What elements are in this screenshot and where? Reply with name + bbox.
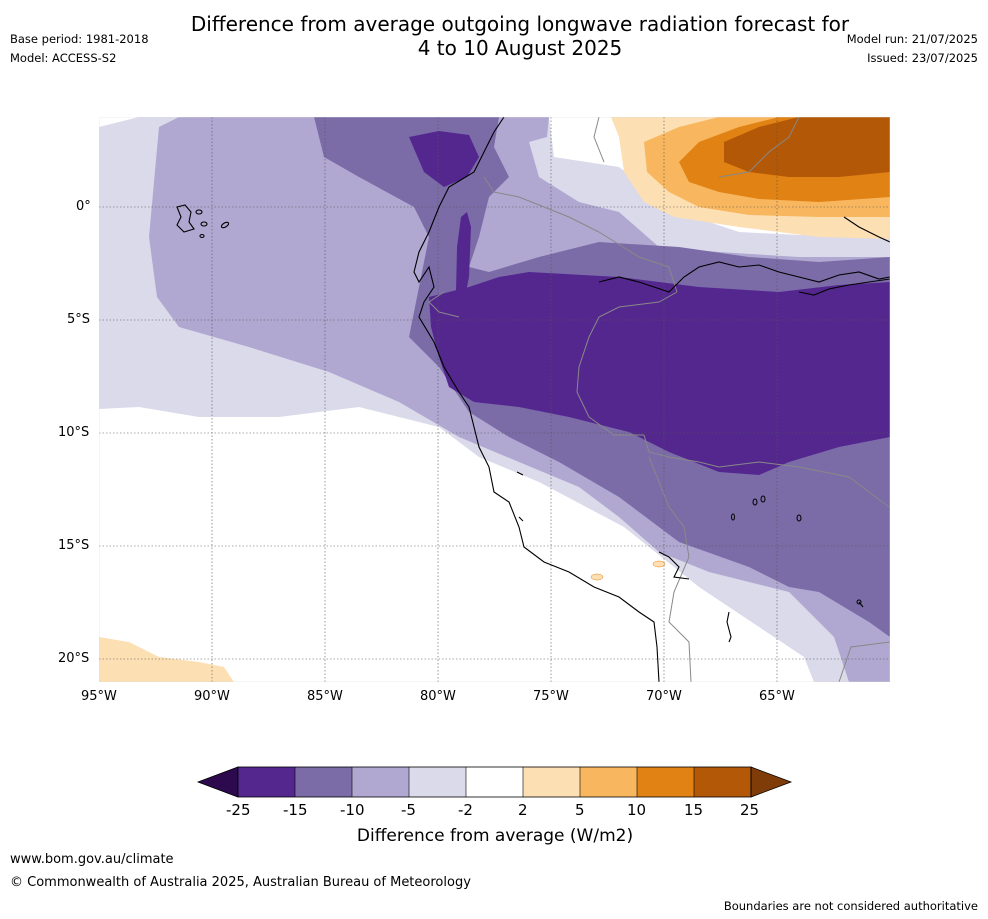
cb-tick-minus2: -2 bbox=[458, 801, 473, 819]
lat-tick-20s: 20°S bbox=[58, 651, 90, 666]
meta-left: Base period: 1981-2018 Model: ACCESS-S2 bbox=[10, 30, 149, 68]
colorbar-swatch-1 bbox=[238, 767, 295, 797]
colorbar-dividers bbox=[294, 767, 695, 797]
band-2-5-sw bbox=[99, 637, 234, 682]
map-title: Difference from average outgoing longwav… bbox=[150, 12, 890, 60]
blotch-orange-1 bbox=[590, 573, 604, 581]
band-minus25-minus15-finger bbox=[456, 212, 471, 302]
cb-tick-2: 2 bbox=[518, 801, 528, 819]
gridlines bbox=[99, 117, 890, 682]
colorbar bbox=[196, 766, 793, 798]
cb-tick-minus15: -15 bbox=[283, 801, 308, 819]
footer-copyright: © Commonwealth of Australia 2025, Austra… bbox=[10, 875, 471, 890]
colorbar-swatch-9 bbox=[694, 767, 751, 797]
colorbar-swatch-7 bbox=[580, 767, 637, 797]
colorbar-swatch-above bbox=[750, 766, 793, 798]
lakes bbox=[731, 495, 862, 605]
cb-tick-25: 25 bbox=[740, 801, 760, 819]
title-line-1: Difference from average outgoing longwav… bbox=[190, 12, 850, 36]
colorbar-swatch-3 bbox=[352, 767, 409, 797]
footer-disclaimer: Boundaries are not considered authoritat… bbox=[723, 899, 978, 913]
country-borders bbox=[428, 117, 890, 682]
olr-anomaly-map bbox=[99, 117, 890, 682]
cb-tick-minus10: -10 bbox=[340, 801, 365, 819]
issued-date: Issued: 23/07/2025 bbox=[867, 51, 978, 65]
colorbar-outline bbox=[237, 766, 752, 798]
lon-tick-95w: 95°W bbox=[81, 689, 117, 704]
base-period: Base period: 1981-2018 bbox=[10, 32, 149, 46]
lon-tick-80w: 80°W bbox=[420, 689, 456, 704]
band-minus25-minus15 bbox=[409, 131, 479, 187]
cb-tick-15: 15 bbox=[684, 801, 704, 819]
lon-tick-65w: 65°W bbox=[759, 689, 795, 704]
lat-tick-0: 0° bbox=[76, 199, 91, 214]
lon-tick-75w: 75°W bbox=[533, 689, 569, 704]
lon-tick-70w: 70°W bbox=[646, 689, 682, 704]
colorbar-swatch-2 bbox=[295, 767, 352, 797]
colorbar-swatch-below bbox=[196, 766, 239, 798]
cb-tick-minus25: -25 bbox=[226, 801, 251, 819]
meta-right: Model run: 21/07/2025 Issued: 23/07/2025 bbox=[847, 30, 978, 68]
cb-tick-minus5: -5 bbox=[401, 801, 416, 819]
coastlines bbox=[413, 117, 890, 682]
model-name: Model: ACCESS-S2 bbox=[10, 51, 117, 65]
blotch-orange-2 bbox=[652, 560, 666, 568]
colorbar-swatch-8 bbox=[637, 767, 694, 797]
band-15-25 bbox=[724, 117, 890, 177]
model-run: Model run: 21/07/2025 bbox=[846, 32, 978, 46]
footer-url[interactable]: www.bom.gov.au/climate bbox=[10, 852, 174, 867]
cb-tick-5: 5 bbox=[575, 801, 585, 819]
lat-tick-15s: 15°S bbox=[58, 538, 90, 553]
title-line-2: 4 to 10 August 2025 bbox=[417, 36, 623, 60]
cb-tick-10: 10 bbox=[627, 801, 647, 819]
colorbar-swatch-5 bbox=[466, 767, 523, 797]
lat-tick-10s: 10°S bbox=[58, 425, 90, 440]
lat-tick-5s: 5°S bbox=[67, 312, 91, 327]
colorbar-swatch-6 bbox=[523, 767, 580, 797]
colorbar-swatch-4 bbox=[409, 767, 466, 797]
band-minus25-minus15-main bbox=[429, 272, 890, 475]
lon-tick-85w: 85°W bbox=[307, 689, 343, 704]
colorbar-title: Difference from average (W/m2) bbox=[356, 826, 634, 846]
lon-tick-90w: 90°W bbox=[194, 689, 230, 704]
galapagos-islands bbox=[176, 204, 230, 239]
